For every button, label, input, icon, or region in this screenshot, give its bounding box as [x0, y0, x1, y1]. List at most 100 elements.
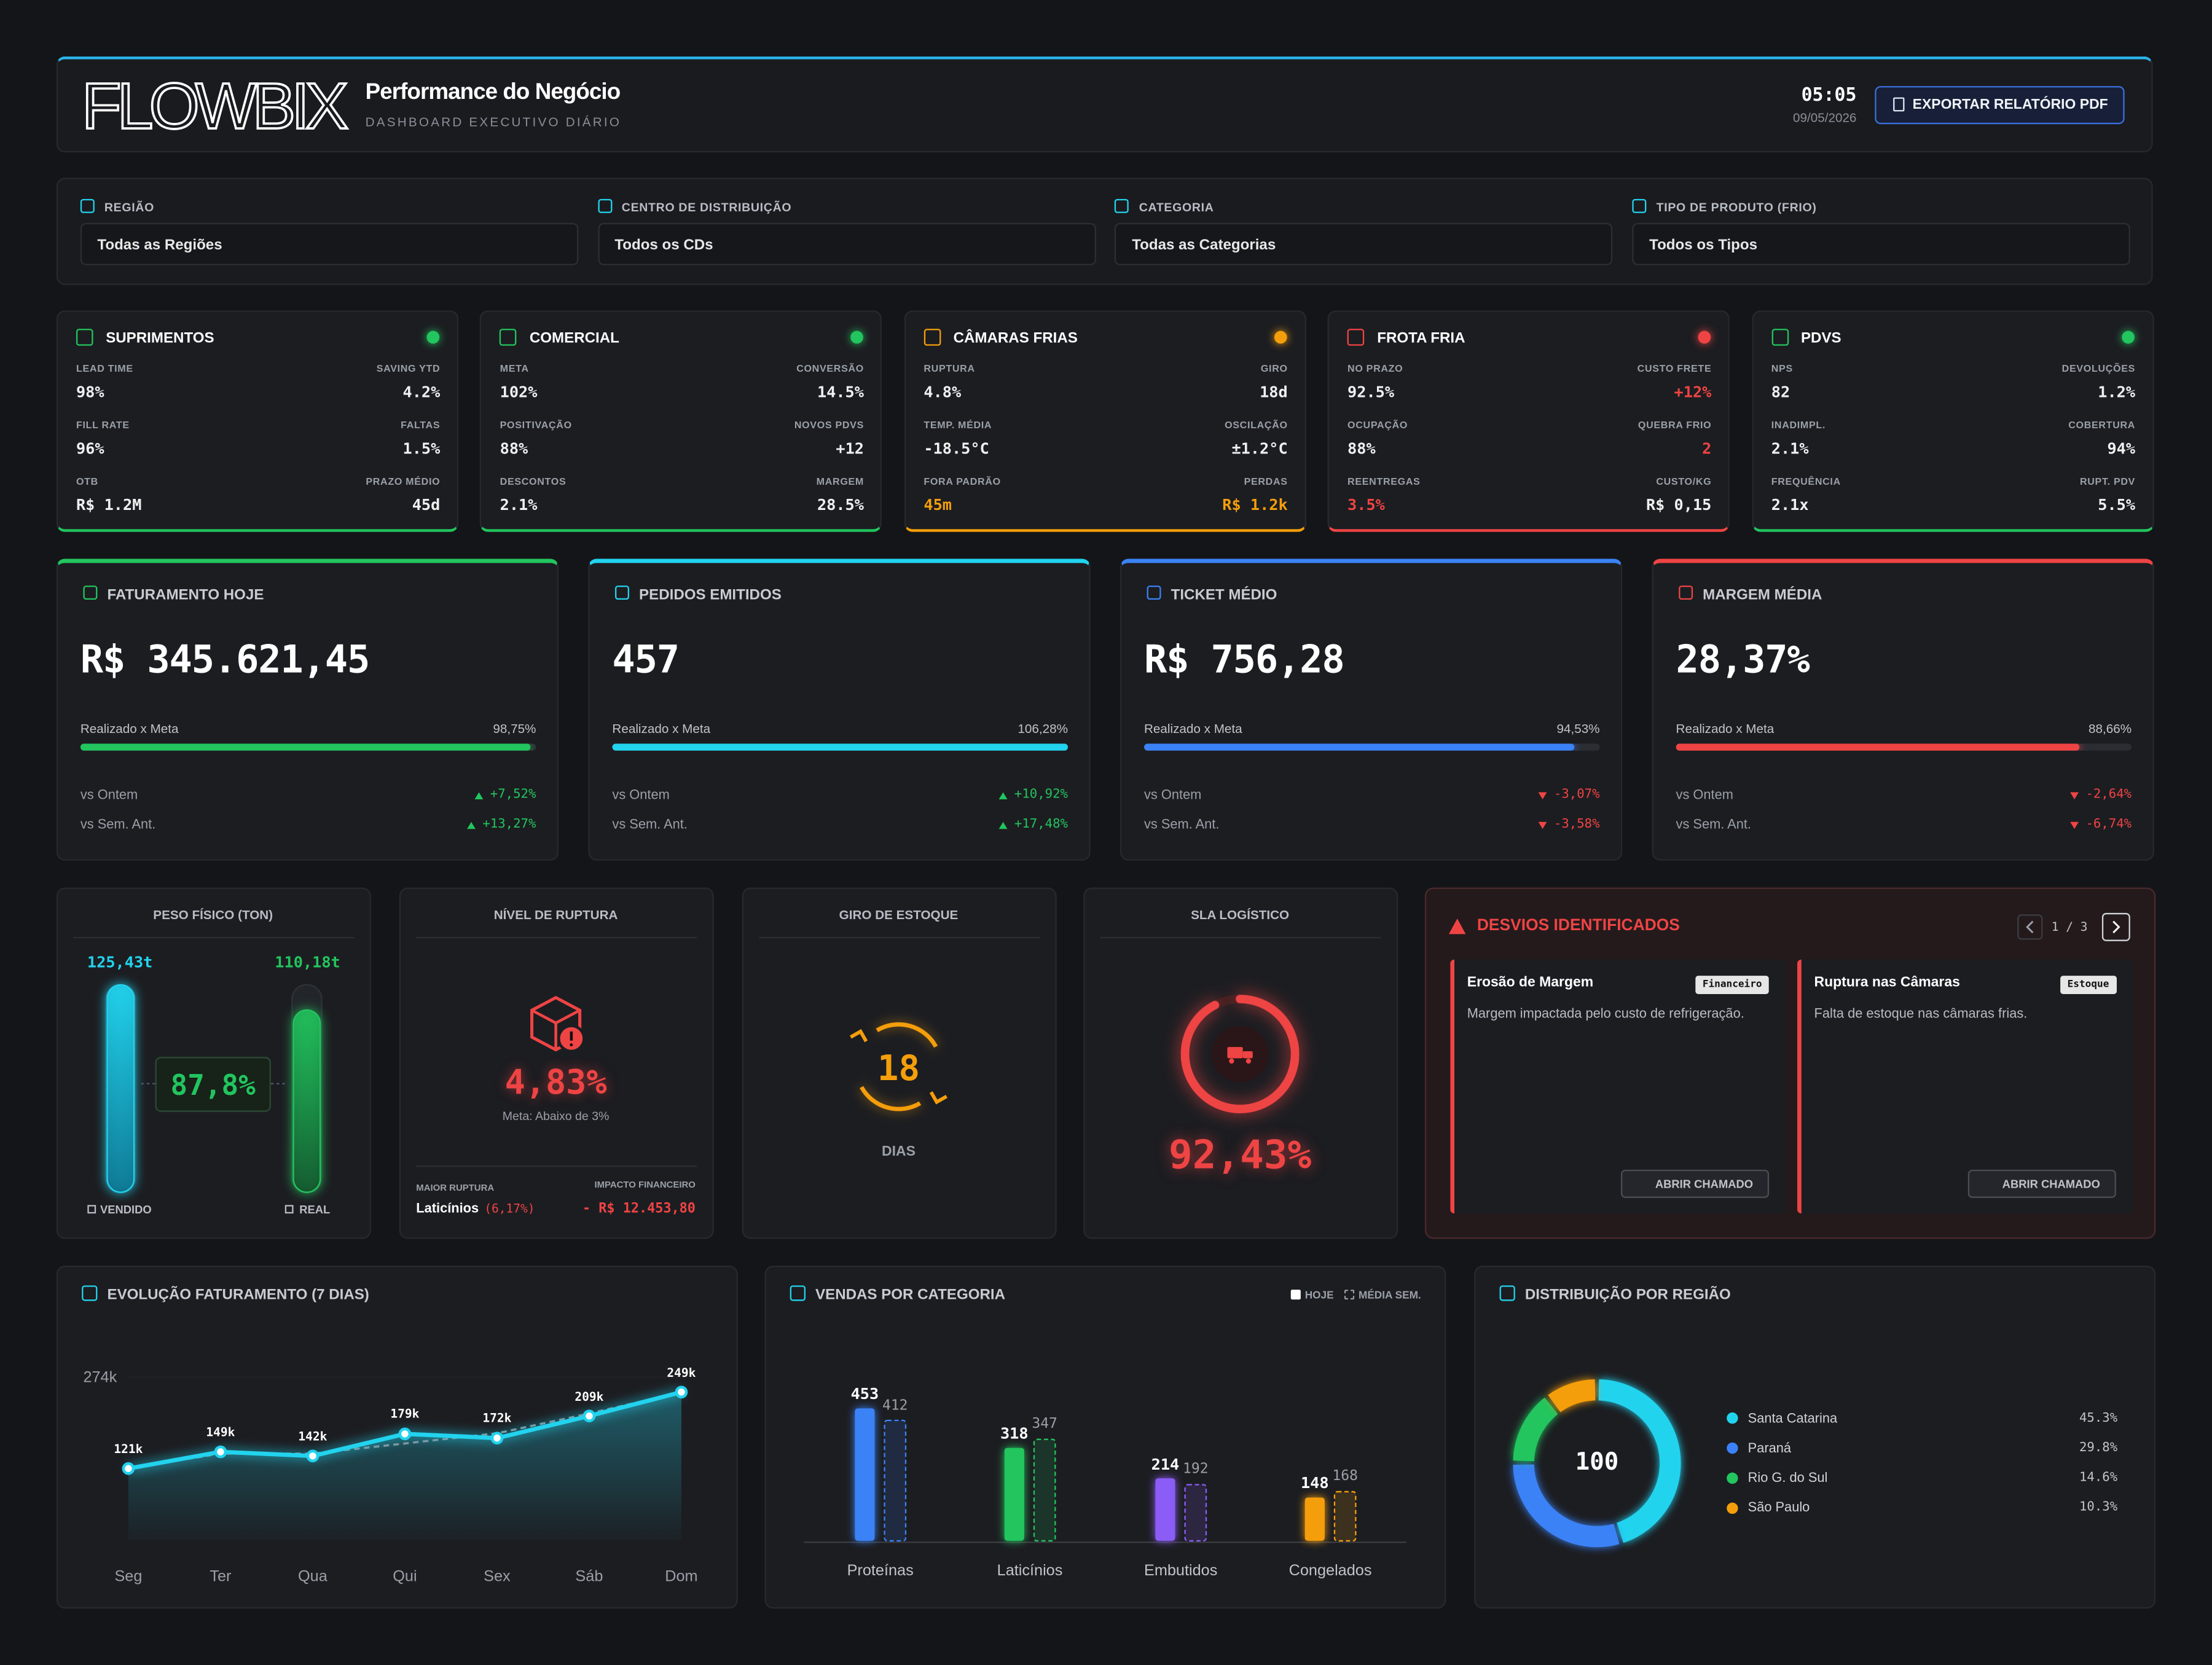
impact-value: - R$ 12.453,80: [582, 1201, 696, 1217]
metric-value: 2: [1702, 439, 1712, 458]
data-label: 142k: [298, 1430, 327, 1444]
trend-arrow: [998, 792, 1008, 800]
select[interactable]: [1115, 222, 1614, 265]
filter-label: CATEGORIA: [1139, 199, 1214, 214]
module-card: [1327, 310, 1730, 532]
comparison-value: -3,58%: [1553, 817, 1600, 832]
select[interactable]: [597, 222, 1096, 265]
legend-label: HOJE: [1304, 1288, 1334, 1301]
icon: [76, 329, 93, 346]
point: [306, 1449, 320, 1463]
progress-bar: [80, 743, 531, 751]
deviations-title: DESVIOS IDENTIFICADOS: [1477, 917, 1680, 934]
data-label: 214: [1151, 1455, 1180, 1474]
status-dot: [850, 331, 863, 344]
select[interactable]: [80, 222, 579, 265]
select[interactable]: [1632, 222, 2131, 265]
bar: [1304, 1497, 1325, 1541]
module-card: [56, 310, 459, 532]
icon: [1115, 198, 1129, 213]
rupture-value: 4,83%: [504, 1062, 607, 1102]
open-ticket-button[interactable]: [1621, 1169, 1770, 1198]
metric-value: 28.5%: [817, 495, 864, 514]
trend-arrow: [998, 821, 1008, 829]
button-label: ABRIR CHAMADO: [2002, 1177, 2100, 1191]
divider: [416, 936, 697, 939]
kpi-card: [1120, 558, 1623, 861]
metric-label: INADIMPL.: [1771, 421, 1826, 431]
tube-fill: [292, 1009, 321, 1193]
pager-prev[interactable]: [2017, 914, 2043, 940]
bar: [1033, 1438, 1056, 1542]
icon: [1499, 1285, 1515, 1301]
data-label: 148: [1300, 1474, 1329, 1493]
export-button[interactable]: [1875, 86, 2125, 125]
y-tick-label: 274k: [83, 1369, 117, 1387]
legend-dot: [1727, 1412, 1738, 1424]
progress-label: Realizado x Meta: [612, 721, 711, 736]
pager-next[interactable]: [2101, 912, 2130, 941]
metric-value: 2.1x: [1771, 495, 1809, 514]
kpi-title: PEDIDOS EMITIDOS: [639, 586, 782, 603]
donut-segment: [1548, 1379, 1596, 1412]
module-title: FROTA FRIA: [1377, 329, 1465, 347]
donut-segment: [1598, 1379, 1681, 1543]
metric-label: DEVOLUÇÕES: [2061, 364, 2136, 375]
icon: [924, 329, 941, 346]
metric-value: 3.5%: [1347, 495, 1385, 514]
progress-label: Realizado x Meta: [1143, 721, 1242, 736]
point: [675, 1385, 688, 1399]
divider: [73, 936, 355, 939]
divider: [759, 936, 1040, 939]
x-tick-label: Sáb: [575, 1567, 603, 1585]
icon: [1632, 198, 1647, 213]
legend-label: MÉDIA SEM.: [1358, 1288, 1421, 1301]
metric-label: CUSTO/KG: [1656, 477, 1712, 488]
filter-label: TIPO DE PRODUTO (FRIO): [1656, 199, 1817, 214]
caption: IMPACTO FINANCEIRO: [594, 1180, 696, 1190]
metric-label: POSITIVAÇÃO: [500, 421, 572, 431]
deviation-title: Ruptura nas Câmaras: [1814, 974, 1960, 990]
progress-value: 88,66%: [2088, 721, 2132, 736]
point: [490, 1432, 504, 1444]
metric-label: OTB: [76, 477, 98, 488]
metric-value: +12%: [1674, 382, 1712, 401]
comparison: +10,92%: [998, 789, 1068, 802]
module-title: SUPRIMENTOS: [106, 329, 214, 347]
kpi-title: FATURAMENTO HOJE: [107, 586, 264, 603]
progress-value: 106,28%: [1018, 721, 1069, 736]
category: Laticínios: [416, 1201, 479, 1217]
metric-value: 18d: [1260, 382, 1288, 401]
metric-label: GIRO: [1260, 364, 1288, 375]
x-tick-label: Dom: [665, 1567, 698, 1585]
metric-value: 82: [1771, 382, 1790, 401]
real-value: 110,18t: [275, 952, 340, 971]
sold-value: 125,43t: [87, 952, 153, 971]
progress-track: [612, 743, 1069, 751]
module-card: [480, 310, 882, 532]
time: 05:05: [1801, 85, 1857, 107]
legend-dot: [1727, 1472, 1738, 1484]
metric-label: SAVING YTD: [376, 364, 441, 375]
data-label: 453: [850, 1385, 879, 1404]
x-tick-label: Congelados: [1288, 1562, 1372, 1579]
metric-label: NOVOS PDVS: [794, 421, 864, 431]
point: [398, 1427, 412, 1441]
kpi-title: MARGEM MÉDIA: [1703, 586, 1822, 603]
chart-title: DISTRIBUIÇÃO POR REGIÃO: [1524, 1285, 1731, 1303]
truck-icon: [1229, 1058, 1234, 1064]
icon: [500, 329, 517, 346]
point: [582, 1409, 596, 1423]
metric-label: NO PRAZO: [1347, 364, 1403, 375]
turnover-value: 18: [877, 1048, 920, 1089]
chart-title: VENDAS POR CATEGORIA: [815, 1285, 1006, 1303]
subtitle: DASHBOARD EXECUTIVO DIÁRIO: [365, 115, 622, 130]
legend-swatch: [1344, 1290, 1355, 1300]
divider: [1100, 936, 1381, 939]
open-ticket-button[interactable]: [1967, 1169, 2116, 1198]
comparison-value: -2,64%: [2085, 788, 2132, 802]
cycle-icon: [850, 1028, 868, 1043]
donut-segment: [1513, 1397, 1558, 1462]
progress-track: [1143, 743, 1600, 751]
